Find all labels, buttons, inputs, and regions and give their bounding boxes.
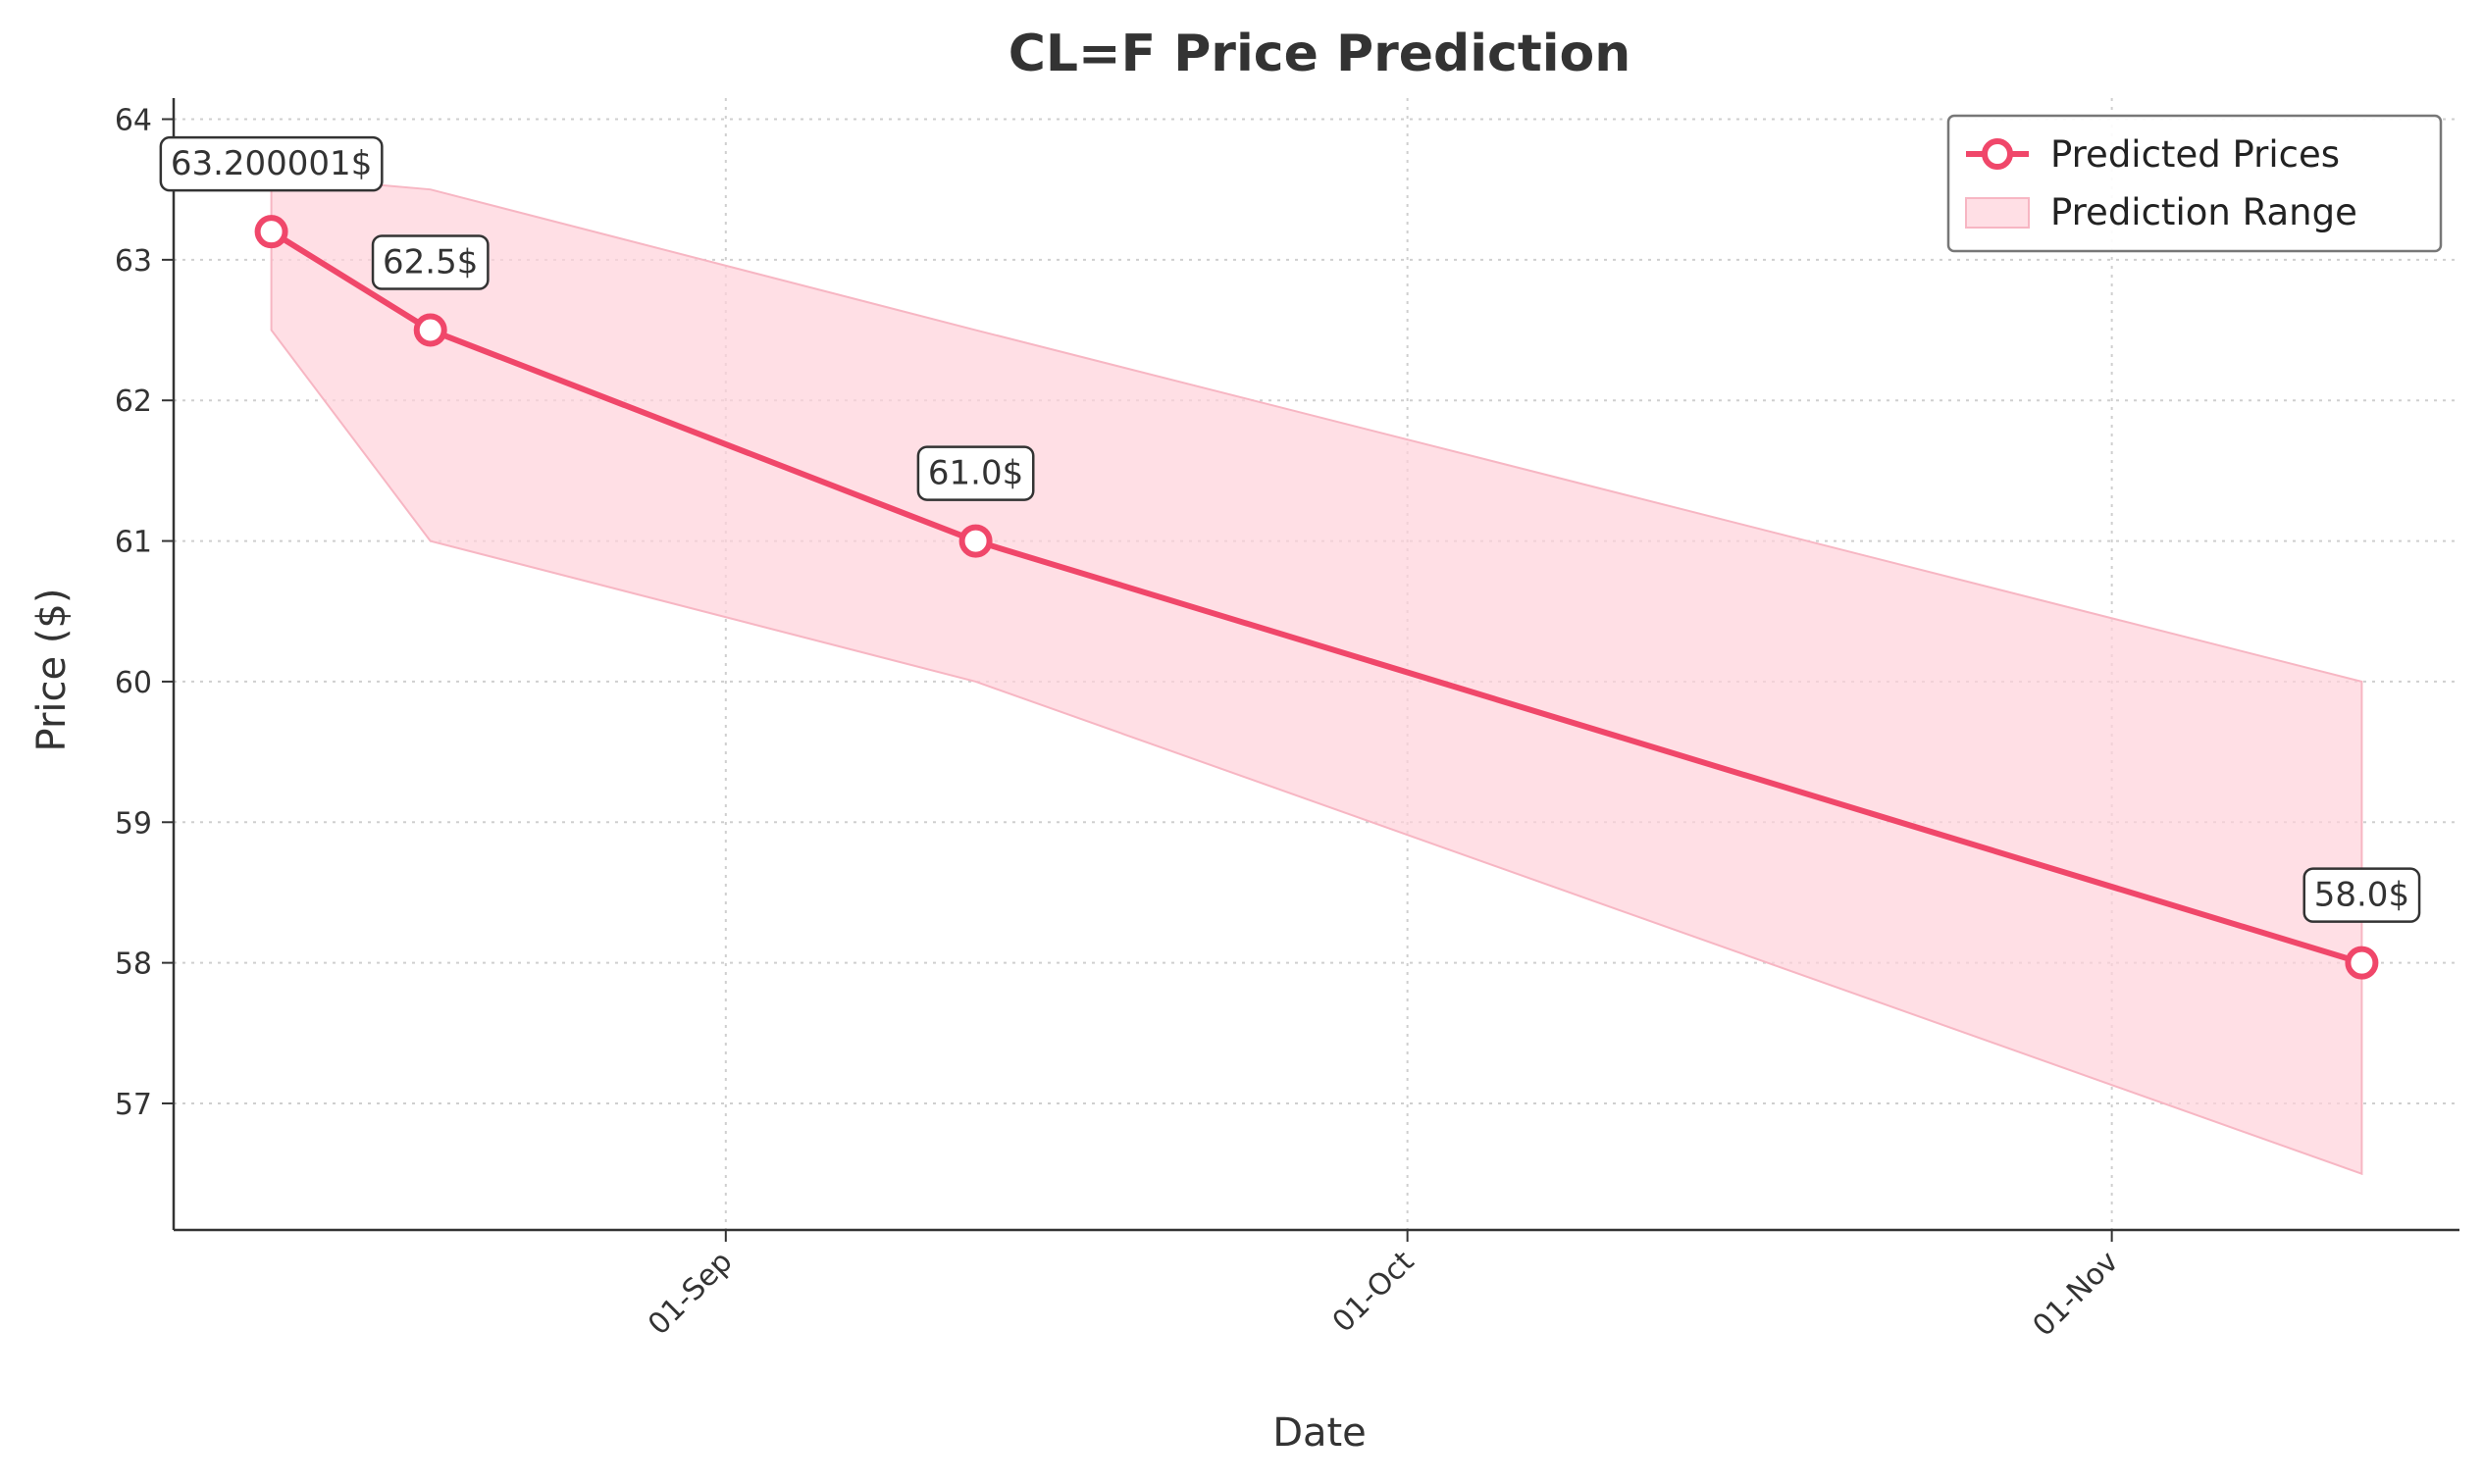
y-tick-label: 59 xyxy=(115,806,152,841)
y-tick-label: 60 xyxy=(115,666,152,700)
prediction-range-band xyxy=(270,174,2363,1176)
y-axis-label: Price ($) xyxy=(29,588,75,752)
data-label-box xyxy=(159,135,384,192)
y-tick-label: 62 xyxy=(115,384,152,419)
data-point xyxy=(958,524,993,558)
predicted-prices-line-layer xyxy=(254,215,2379,980)
data-point xyxy=(2345,946,2379,980)
x-tick-label: 01-Oct xyxy=(1326,1245,1422,1340)
legend-marker-swatch xyxy=(1982,138,2013,170)
data-label-box xyxy=(2302,867,2421,923)
chart-title: CL=F Price Prediction xyxy=(1009,25,1631,83)
data-point xyxy=(254,215,288,249)
y-tick-label: 61 xyxy=(115,526,152,560)
y-tick-label: 58 xyxy=(115,947,152,982)
y-tick-label: 63 xyxy=(115,244,152,279)
data-label-text: 61.0$ xyxy=(928,454,1023,493)
legend-label-predicted-prices: Predicted Prices xyxy=(2050,133,2340,176)
x-tick-label: 01-Nov xyxy=(2026,1245,2125,1344)
data-label: 62.5$ xyxy=(371,234,490,290)
data-point xyxy=(413,313,447,347)
data-label-box xyxy=(371,234,490,290)
data-label: 63.200001$ xyxy=(159,135,384,192)
y-tick-label: 64 xyxy=(115,104,152,138)
data-label: 61.0$ xyxy=(916,445,1035,501)
predicted-prices-line xyxy=(270,229,2363,966)
data-label-text: 63.200001$ xyxy=(171,144,373,183)
data-label-text: 62.5$ xyxy=(383,243,478,282)
data-label-box xyxy=(916,445,1035,501)
y-tick-label: 57 xyxy=(115,1088,152,1122)
x-axis-label: Date xyxy=(1272,1410,1367,1456)
legend: Predicted Prices Prediction Range xyxy=(1946,114,2443,253)
legend-box xyxy=(1946,114,2443,253)
legend-label-prediction-range: Prediction Range xyxy=(2050,191,2357,233)
data-label-text: 58.0$ xyxy=(2314,876,2409,915)
data-labels: 63.200001$ 62.5$ 61.0$ 58.0$ xyxy=(159,135,2421,923)
x-tick-label: 01-Sep xyxy=(642,1245,739,1342)
data-label: 58.0$ xyxy=(2302,867,2421,923)
legend-band-swatch xyxy=(1965,197,2030,229)
prediction-range-band-layer xyxy=(270,174,2363,1176)
